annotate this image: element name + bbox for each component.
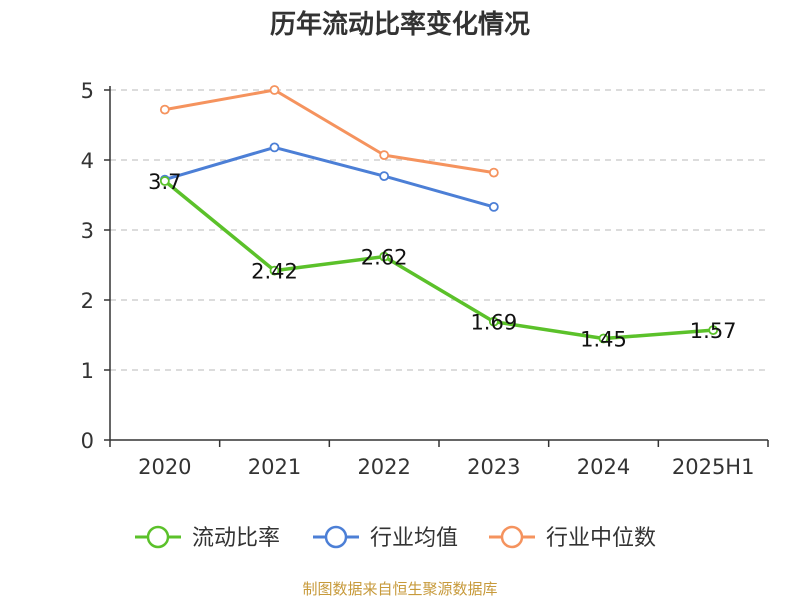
data-point[interactable]: [269, 85, 280, 95]
data-point[interactable]: [708, 325, 719, 336]
series-line: [164, 88, 495, 175]
data-point[interactable]: [379, 171, 390, 182]
data-point[interactable]: [598, 333, 609, 344]
legend-label: 流动比率: [192, 526, 280, 551]
data-point[interactable]: [488, 201, 499, 212]
legend-label: 行业均值: [370, 526, 458, 551]
data-label: 3.7: [148, 170, 181, 194]
data-point[interactable]: [488, 316, 499, 327]
data-point[interactable]: [379, 150, 390, 161]
series-line: [163, 179, 714, 341]
data-label: 2.62: [361, 246, 408, 270]
data-label: 2.42: [251, 260, 298, 284]
y-tick-label: 4: [81, 149, 94, 173]
x-tick-label: 2023: [467, 455, 520, 479]
x-tick-label: 2025H1: [672, 455, 755, 479]
data-label: 1.45: [580, 328, 627, 352]
legend-item[interactable]: 行业中位数: [489, 525, 656, 551]
legend-item[interactable]: 流动比率: [135, 525, 280, 551]
series-line: [164, 145, 495, 209]
x-tick-label: 2022: [357, 455, 410, 479]
data-source-note: 制图数据来自恒生聚源数据库: [302, 580, 498, 598]
y-tick-label: 3: [81, 219, 94, 243]
data-point[interactable]: [269, 142, 280, 153]
y-tick-label: 5: [81, 79, 94, 103]
data-point[interactable]: [269, 265, 280, 276]
data-label: 1.69: [470, 311, 517, 335]
y-tick-label: 0: [81, 429, 94, 453]
y-tick-label: 1: [81, 359, 94, 383]
x-tick-label: 2021: [248, 455, 301, 479]
series-lines: [159, 85, 719, 344]
data-point[interactable]: [488, 167, 499, 178]
x-tick-label: 2020: [138, 455, 191, 479]
y-tick-label: 2: [81, 289, 94, 313]
data-label: 1.57: [690, 319, 737, 343]
x-tick-label: 2024: [577, 455, 630, 479]
legend[interactable]: 流动比率 行业均值 行业中位数: [135, 525, 656, 551]
data-point[interactable]: [159, 176, 170, 186]
grid-lines: [110, 89, 768, 371]
legend-circle-marker: [146, 525, 170, 549]
legend-item[interactable]: 行业均值: [313, 525, 458, 551]
chart-title: 历年流动比率变化情况: [269, 10, 530, 40]
legend-circle-marker: [324, 525, 348, 549]
data-labels: 3.7 2.42 2.62 1.69 1.45 1.57: [148, 170, 736, 352]
data-point[interactable]: [379, 251, 390, 262]
legend-label: 行业中位数: [546, 526, 656, 551]
data-point[interactable]: [159, 104, 170, 115]
legend-circle-marker: [500, 525, 524, 549]
axes: 0 1 2 3 4 5 2020 2021 2022 2023 2024 2025H1: [81, 79, 769, 479]
